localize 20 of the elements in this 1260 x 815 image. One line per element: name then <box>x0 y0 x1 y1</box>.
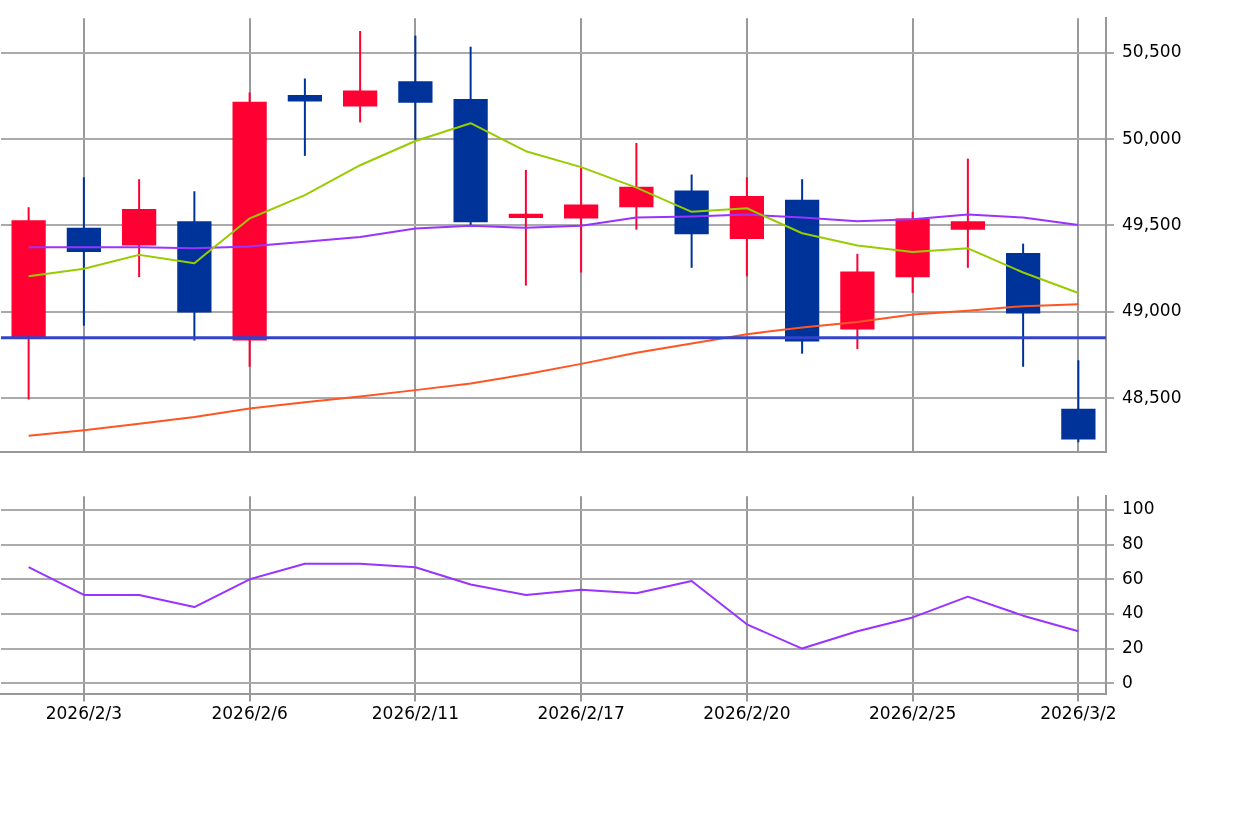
y-tick-label: 20 <box>1122 637 1144 657</box>
candlestick <box>508 169 543 286</box>
y-tick-label: 40 <box>1122 602 1144 623</box>
y-tick-label: 50,500 <box>1122 41 1182 62</box>
y-tick-label: 60 <box>1122 567 1144 588</box>
y-tick-label: 80 <box>1122 533 1144 554</box>
x-tick-label: 2026/2/11 <box>371 703 459 724</box>
x-tick-label: 2026/2/3 <box>45 703 123 724</box>
y-tick-label: 100 <box>1122 498 1155 519</box>
candlestick <box>287 78 322 156</box>
y-tick-label: 50,000 <box>1122 127 1182 148</box>
x-tick-label: 2026/2/17 <box>537 703 625 724</box>
x-tick-label: 2026/3/2 <box>1040 703 1117 724</box>
x-tick-label: 2026/2/25 <box>869 703 957 724</box>
y-tick-label: 49,500 <box>1122 213 1182 234</box>
y-tick-label: 49,000 <box>1122 300 1182 321</box>
y-tick-label: 48,500 <box>1122 386 1182 407</box>
x-tick-label: 2026/2/6 <box>211 703 288 724</box>
x-tick-label: 2026/2/20 <box>703 703 791 724</box>
y-tick-label: 0 <box>1122 671 1133 692</box>
